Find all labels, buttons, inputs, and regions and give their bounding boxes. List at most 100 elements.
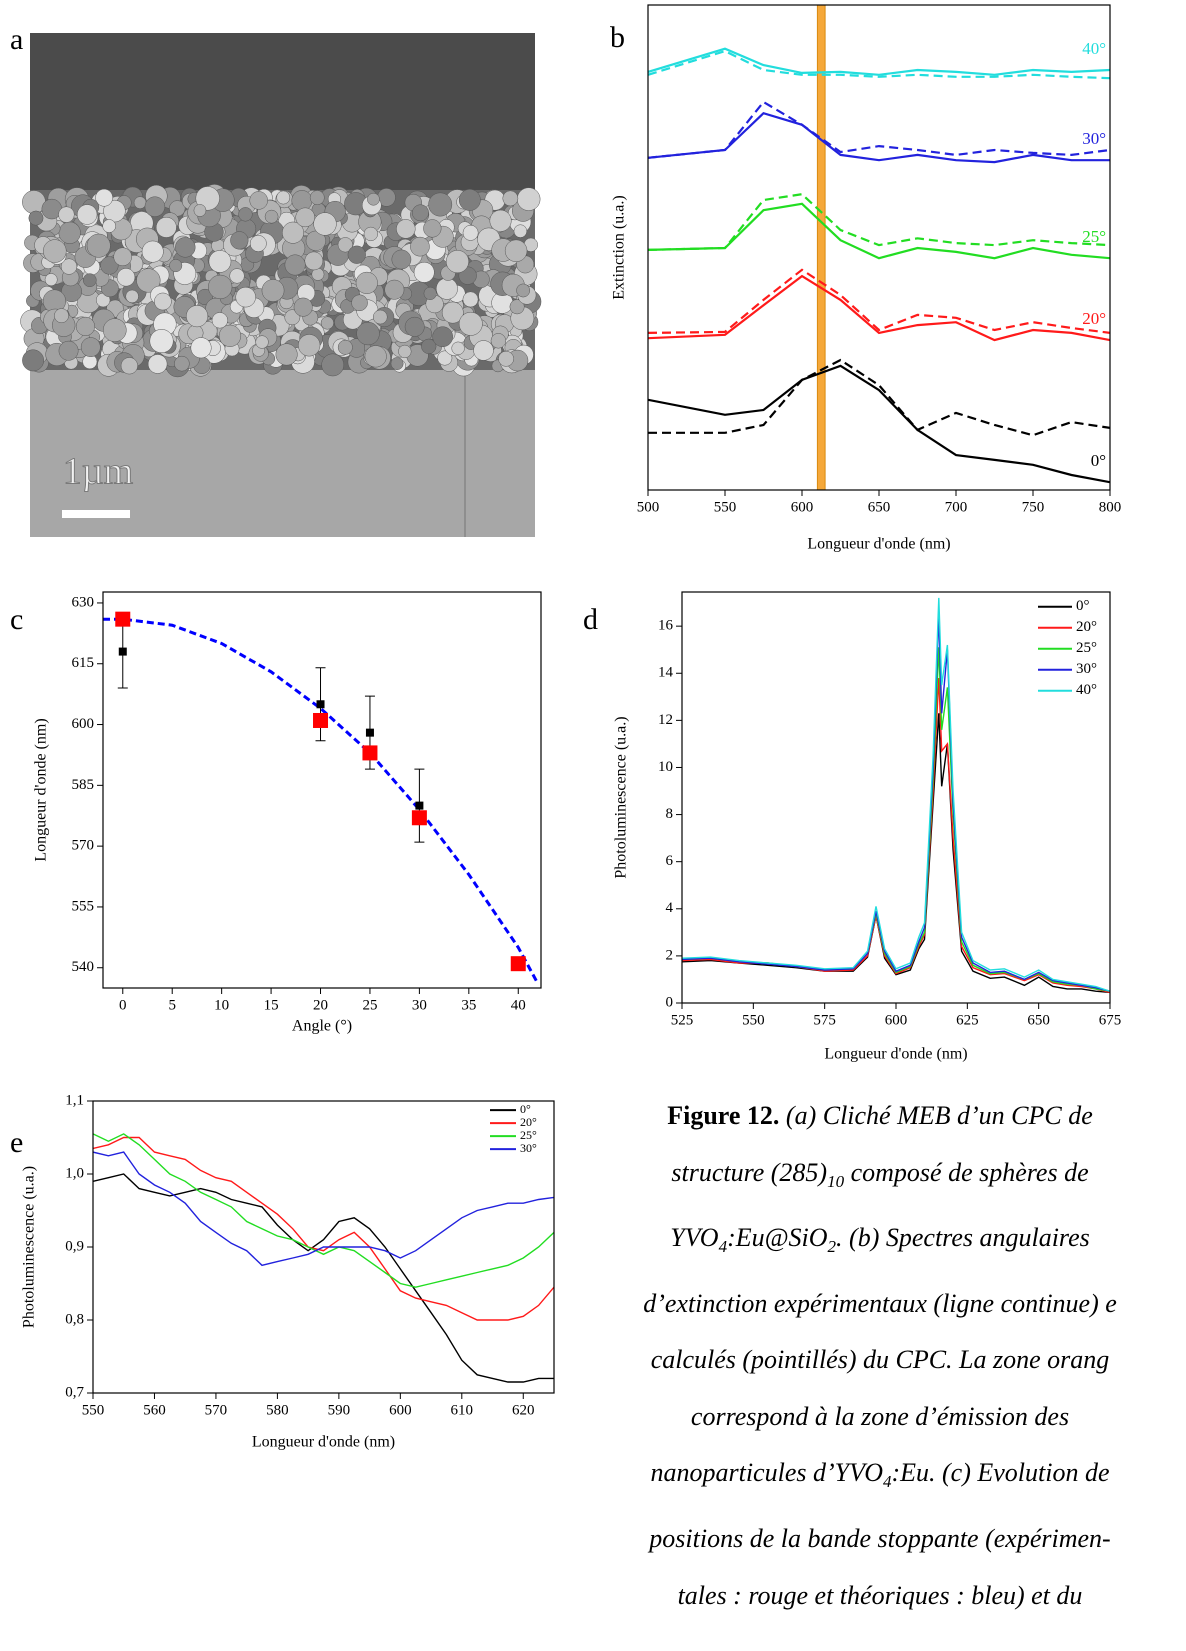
particle <box>75 316 95 336</box>
y-tick-label: 0,8 <box>65 1311 84 1327</box>
series-label: 25° <box>1082 227 1106 246</box>
x-tick-label: 0 <box>119 997 127 1013</box>
particle <box>396 219 416 239</box>
caption-text: calculés (pointillés) du CPC. La zone or… <box>650 1345 1110 1375</box>
particle <box>275 343 298 366</box>
particle <box>195 186 220 211</box>
x-tick-label: 5 <box>168 997 176 1013</box>
particle <box>136 268 161 293</box>
particle <box>58 340 79 361</box>
particle <box>28 210 44 226</box>
caption-text: :Eu. (c) Evolution de <box>891 1458 1110 1488</box>
particle <box>364 345 387 368</box>
point <box>411 810 427 826</box>
line <box>93 1173 554 1383</box>
particle <box>355 271 378 294</box>
x-tick-label: 590 <box>328 1402 351 1418</box>
particle <box>421 338 437 354</box>
particle <box>498 350 514 367</box>
particle <box>372 309 388 325</box>
y-tick-label: 1,1 <box>65 1092 84 1108</box>
particle <box>458 311 483 336</box>
caption-line: YVO4:Eu@SiO2. (b) Spectres angulaires <box>565 1210 1186 1276</box>
particle <box>509 299 525 315</box>
particle <box>208 274 233 300</box>
particle <box>462 291 479 308</box>
particle <box>120 357 138 375</box>
particle <box>410 236 430 257</box>
particle <box>458 189 481 211</box>
caption-text: (a) Cliché MEB d’un CPC de <box>779 1101 1093 1130</box>
x-axis-title: Longueur d'onde (nm) <box>807 536 950 553</box>
caption-text: nanoparticules d’YVO <box>650 1458 883 1488</box>
caption-text: 4 <box>718 1237 728 1257</box>
caption-text: structure (285) <box>671 1157 828 1187</box>
particle <box>60 258 78 275</box>
particle <box>86 233 111 258</box>
line-calculated <box>648 193 1110 251</box>
particle <box>282 221 304 244</box>
scale-bar-label: 1µm <box>63 451 133 493</box>
caption-line: tales : rouge et théoriques : bleu) et d… <box>565 1568 1186 1625</box>
particle <box>356 321 380 346</box>
particle <box>490 333 507 349</box>
y-tick-label: 600 <box>72 716 95 732</box>
particle <box>174 355 190 372</box>
legend-label: 0° <box>520 1102 531 1116</box>
y-axis-title: Photoluminescence (u.a.) <box>21 1166 38 1328</box>
particle <box>230 231 249 250</box>
particle <box>261 279 285 302</box>
particle <box>149 329 174 354</box>
caption-text: correspond à la zone d’émission des <box>690 1401 1070 1431</box>
caption-text: 4 <box>882 1472 892 1492</box>
particle <box>363 226 378 242</box>
panel-letter: c <box>10 603 23 636</box>
particle <box>320 316 334 330</box>
particle <box>175 237 196 258</box>
panel-letter: e <box>10 1126 23 1159</box>
particle <box>413 261 435 283</box>
caption-line: correspond à la zone d’émission des <box>565 1389 1186 1446</box>
particle <box>309 190 325 205</box>
particle <box>95 188 113 207</box>
x-tick-label: 550 <box>714 499 737 515</box>
particle <box>351 294 368 312</box>
particle <box>141 240 164 263</box>
x-tick-label: 500 <box>637 499 660 515</box>
x-tick-label: 675 <box>1099 1012 1122 1028</box>
y-tick-label: 0 <box>666 994 674 1010</box>
particle <box>144 196 166 217</box>
y-tick-label: 4 <box>666 900 674 916</box>
y-tick-label: 555 <box>72 898 95 914</box>
particle <box>445 250 469 274</box>
panel-letter: b <box>610 21 625 54</box>
x-tick-label: 20 <box>313 997 328 1013</box>
y-tick-label: 630 <box>72 594 95 610</box>
particle <box>347 245 366 264</box>
panel-letter: a <box>10 23 23 56</box>
x-tick-label: 550 <box>742 1012 765 1028</box>
particle <box>313 212 337 236</box>
x-tick-label: 550 <box>82 1402 105 1418</box>
particle <box>412 204 429 222</box>
series-label: 30° <box>1082 129 1106 148</box>
particle <box>428 192 453 217</box>
y-tick-label: 12 <box>658 712 673 728</box>
y-tick-label: 1,0 <box>65 1165 84 1181</box>
x-axis-title: Angle (°) <box>292 1018 352 1035</box>
plot-frame <box>92 1100 555 1394</box>
particle <box>229 268 245 284</box>
caption-line: d’extinction expérimentaux (ligne contin… <box>565 1276 1186 1333</box>
particle <box>80 337 101 357</box>
particle <box>432 326 453 348</box>
particle <box>437 350 453 366</box>
x-tick-label: 10 <box>214 997 229 1013</box>
line <box>648 47 1110 76</box>
substrate <box>30 370 535 537</box>
y-tick-label: 540 <box>72 959 95 975</box>
particle <box>44 273 58 287</box>
y-tick-label: 6 <box>666 853 674 869</box>
x-tick-label: 700 <box>945 499 968 515</box>
particle <box>100 256 119 275</box>
